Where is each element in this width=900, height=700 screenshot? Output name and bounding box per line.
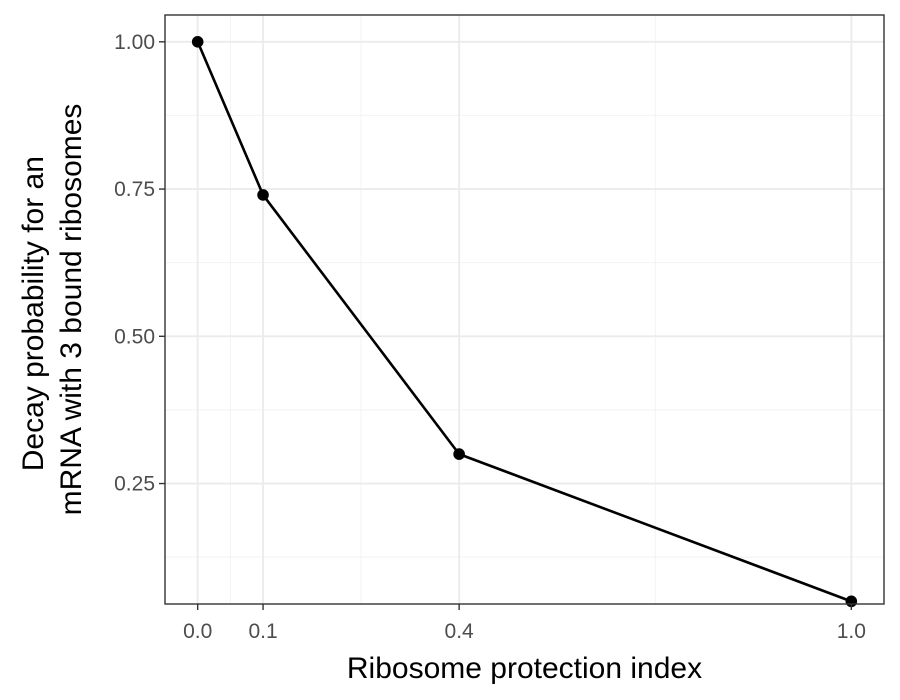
y-tick-label: 0.25 <box>114 473 155 496</box>
minor-gridlines <box>165 15 884 604</box>
y-tick-label: 0.75 <box>114 178 155 201</box>
x-axis-title: Ribosome protection index <box>347 652 702 685</box>
series-line <box>196 41 852 603</box>
data-point <box>191 35 204 48</box>
y-axis: 0.25 0.50 0.75 1.00 <box>114 31 165 496</box>
data-point <box>453 448 465 460</box>
y-axis-title: Decay probability for an mRNA with 3 bou… <box>17 104 88 516</box>
data-point <box>257 189 269 201</box>
series-layer <box>191 35 858 608</box>
x-tick-label: 0.1 <box>248 620 277 643</box>
y-axis-title-line-1: Decay probability for an <box>17 156 50 471</box>
x-tick-label: 0.0 <box>183 620 212 643</box>
x-tick-label: 1.0 <box>837 620 866 643</box>
plot-background <box>165 15 884 604</box>
y-axis-title-line-2: mRNA with 3 bound ribosomes <box>55 104 88 516</box>
y-tick-label: 0.50 <box>114 325 155 348</box>
y-tick-label: 1.00 <box>114 31 155 54</box>
plot-panel-border <box>164 14 885 605</box>
x-tick-label: 0.4 <box>445 620 475 643</box>
major-gridlines <box>165 15 884 604</box>
x-axis: 0.0 0.1 0.4 1.0 <box>183 604 866 643</box>
